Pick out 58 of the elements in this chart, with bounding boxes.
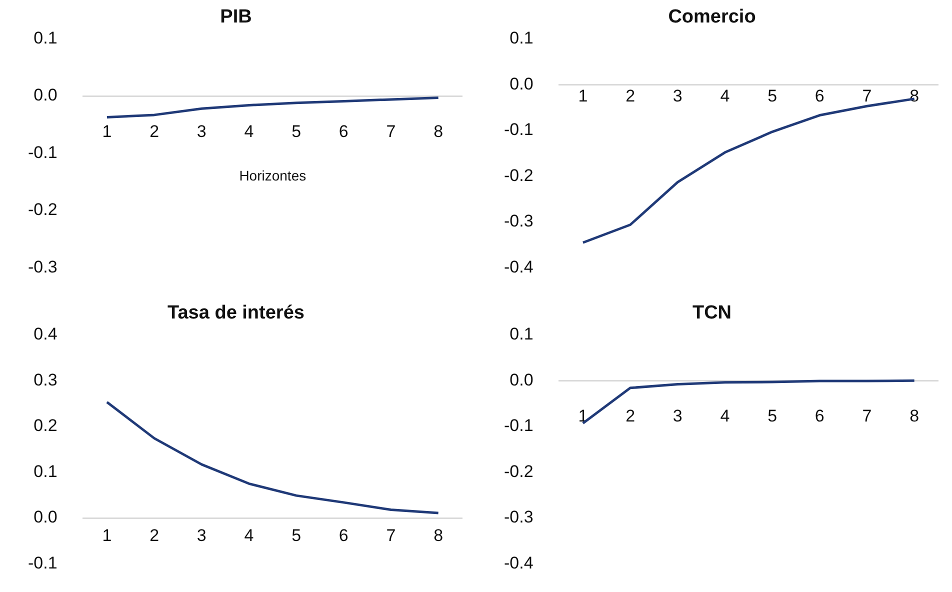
x-tick-label: 2 — [626, 406, 636, 426]
x-tick-label: 1 — [102, 526, 112, 545]
y-tick-label: 0.3 — [34, 370, 58, 390]
x-tick-label: 6 — [338, 122, 348, 141]
x-tick-label: 5 — [768, 86, 778, 106]
x-tick-label: 1 — [102, 122, 112, 141]
y-tick-label: 0.0 — [34, 508, 58, 527]
x-tick-label: 7 — [862, 406, 872, 426]
x-tick-label: 3 — [196, 122, 206, 141]
y-tick-label: -0.2 — [504, 166, 534, 185]
y-tick-label: -0.2 — [504, 462, 534, 481]
x-tick-label: 4 — [244, 526, 254, 545]
y-tick-label: -0.2 — [28, 200, 58, 220]
x-tick-label: 7 — [386, 122, 396, 141]
y-tick-label: 0.2 — [34, 416, 58, 436]
x-tick-label: 2 — [626, 86, 636, 106]
y-tick-label: 0.4 — [34, 324, 58, 344]
x-tick-label: 5 — [292, 122, 302, 141]
y-tick-label: 0.0 — [34, 86, 58, 105]
x-tick-label: 4 — [720, 406, 730, 426]
x-tick-label: 3 — [672, 86, 682, 106]
y-tick-label: -0.3 — [504, 212, 534, 231]
y-tick-label: 0.1 — [34, 462, 58, 481]
x-tick-label: 4 — [244, 122, 254, 141]
y-tick-label: -0.1 — [504, 416, 534, 436]
x-tick-label: 6 — [338, 526, 348, 545]
x-tick-label: 1 — [578, 86, 588, 106]
x-tick-label: 4 — [720, 86, 730, 106]
x-tick-label: 3 — [196, 526, 206, 545]
y-tick-label: 0.1 — [510, 324, 534, 344]
y-tick-label: -0.1 — [504, 120, 534, 140]
y-tick-label: 0.0 — [510, 370, 534, 390]
x-tick-label: 8 — [434, 122, 444, 141]
chart-title: PIB — [220, 6, 252, 28]
x-tick-label: 7 — [386, 526, 396, 545]
y-tick-label: -0.4 — [504, 553, 534, 572]
x-tick-label: 3 — [672, 406, 682, 426]
y-tick-label: -0.4 — [504, 257, 534, 276]
x-tick-label: 2 — [150, 122, 160, 141]
y-tick-label: -0.3 — [504, 508, 534, 527]
x-tick-label: 5 — [292, 526, 302, 545]
y-tick-label: 0.1 — [34, 28, 58, 48]
x-tick-label: 6 — [814, 406, 824, 426]
x-axis-title: Horizontes — [239, 168, 306, 184]
y-tick-label: 0.1 — [510, 28, 534, 48]
x-tick-label: 8 — [910, 406, 920, 426]
chart-title: Comercio — [668, 6, 756, 28]
chart-title: TCN — [692, 302, 732, 324]
y-tick-label: -0.1 — [28, 142, 58, 162]
chart-title: Tasa de interés — [168, 302, 304, 324]
y-tick-label: -0.1 — [28, 553, 58, 572]
x-tick-label: 2 — [150, 526, 160, 545]
y-tick-label: 0.0 — [510, 74, 534, 94]
x-tick-label: 6 — [814, 86, 824, 106]
x-tick-label: 5 — [768, 406, 778, 426]
y-tick-label: -0.3 — [28, 257, 58, 276]
x-tick-label: 8 — [434, 526, 444, 545]
x-tick-label: 7 — [862, 86, 872, 106]
